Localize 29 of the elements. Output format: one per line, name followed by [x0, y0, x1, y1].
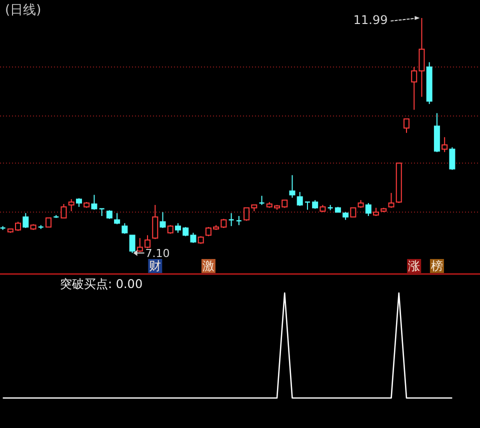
candlestick	[449, 146, 456, 170]
candlestick	[60, 203, 67, 218]
candlestick	[350, 207, 356, 218]
candlestick	[289, 174, 296, 198]
candlestick	[46, 217, 52, 228]
candlestick	[228, 212, 234, 227]
candlestick	[152, 204, 158, 240]
candlestick	[296, 191, 303, 206]
candlestick	[68, 198, 74, 212]
text: 激	[202, 259, 214, 273]
candlestick	[22, 212, 29, 229]
candlestick	[442, 136, 448, 153]
candlestick	[236, 215, 242, 226]
candlestick	[388, 192, 394, 208]
candlestick	[98, 208, 105, 216]
text: 财	[149, 259, 162, 273]
candlestick	[160, 212, 166, 229]
text: 涨	[408, 259, 420, 273]
text: 榜	[430, 259, 443, 273]
candlestick	[129, 234, 136, 254]
candlestick	[91, 194, 98, 210]
annotation: 7.10	[145, 247, 170, 260]
annotation: 11.99	[353, 13, 388, 27]
candlestick	[403, 118, 410, 134]
chart-title: 突破买点: 0.00	[60, 277, 143, 291]
chart-title: (日线)	[5, 3, 42, 18]
candlestick	[365, 202, 372, 216]
candlestick	[122, 222, 128, 234]
candlestick	[114, 212, 120, 225]
